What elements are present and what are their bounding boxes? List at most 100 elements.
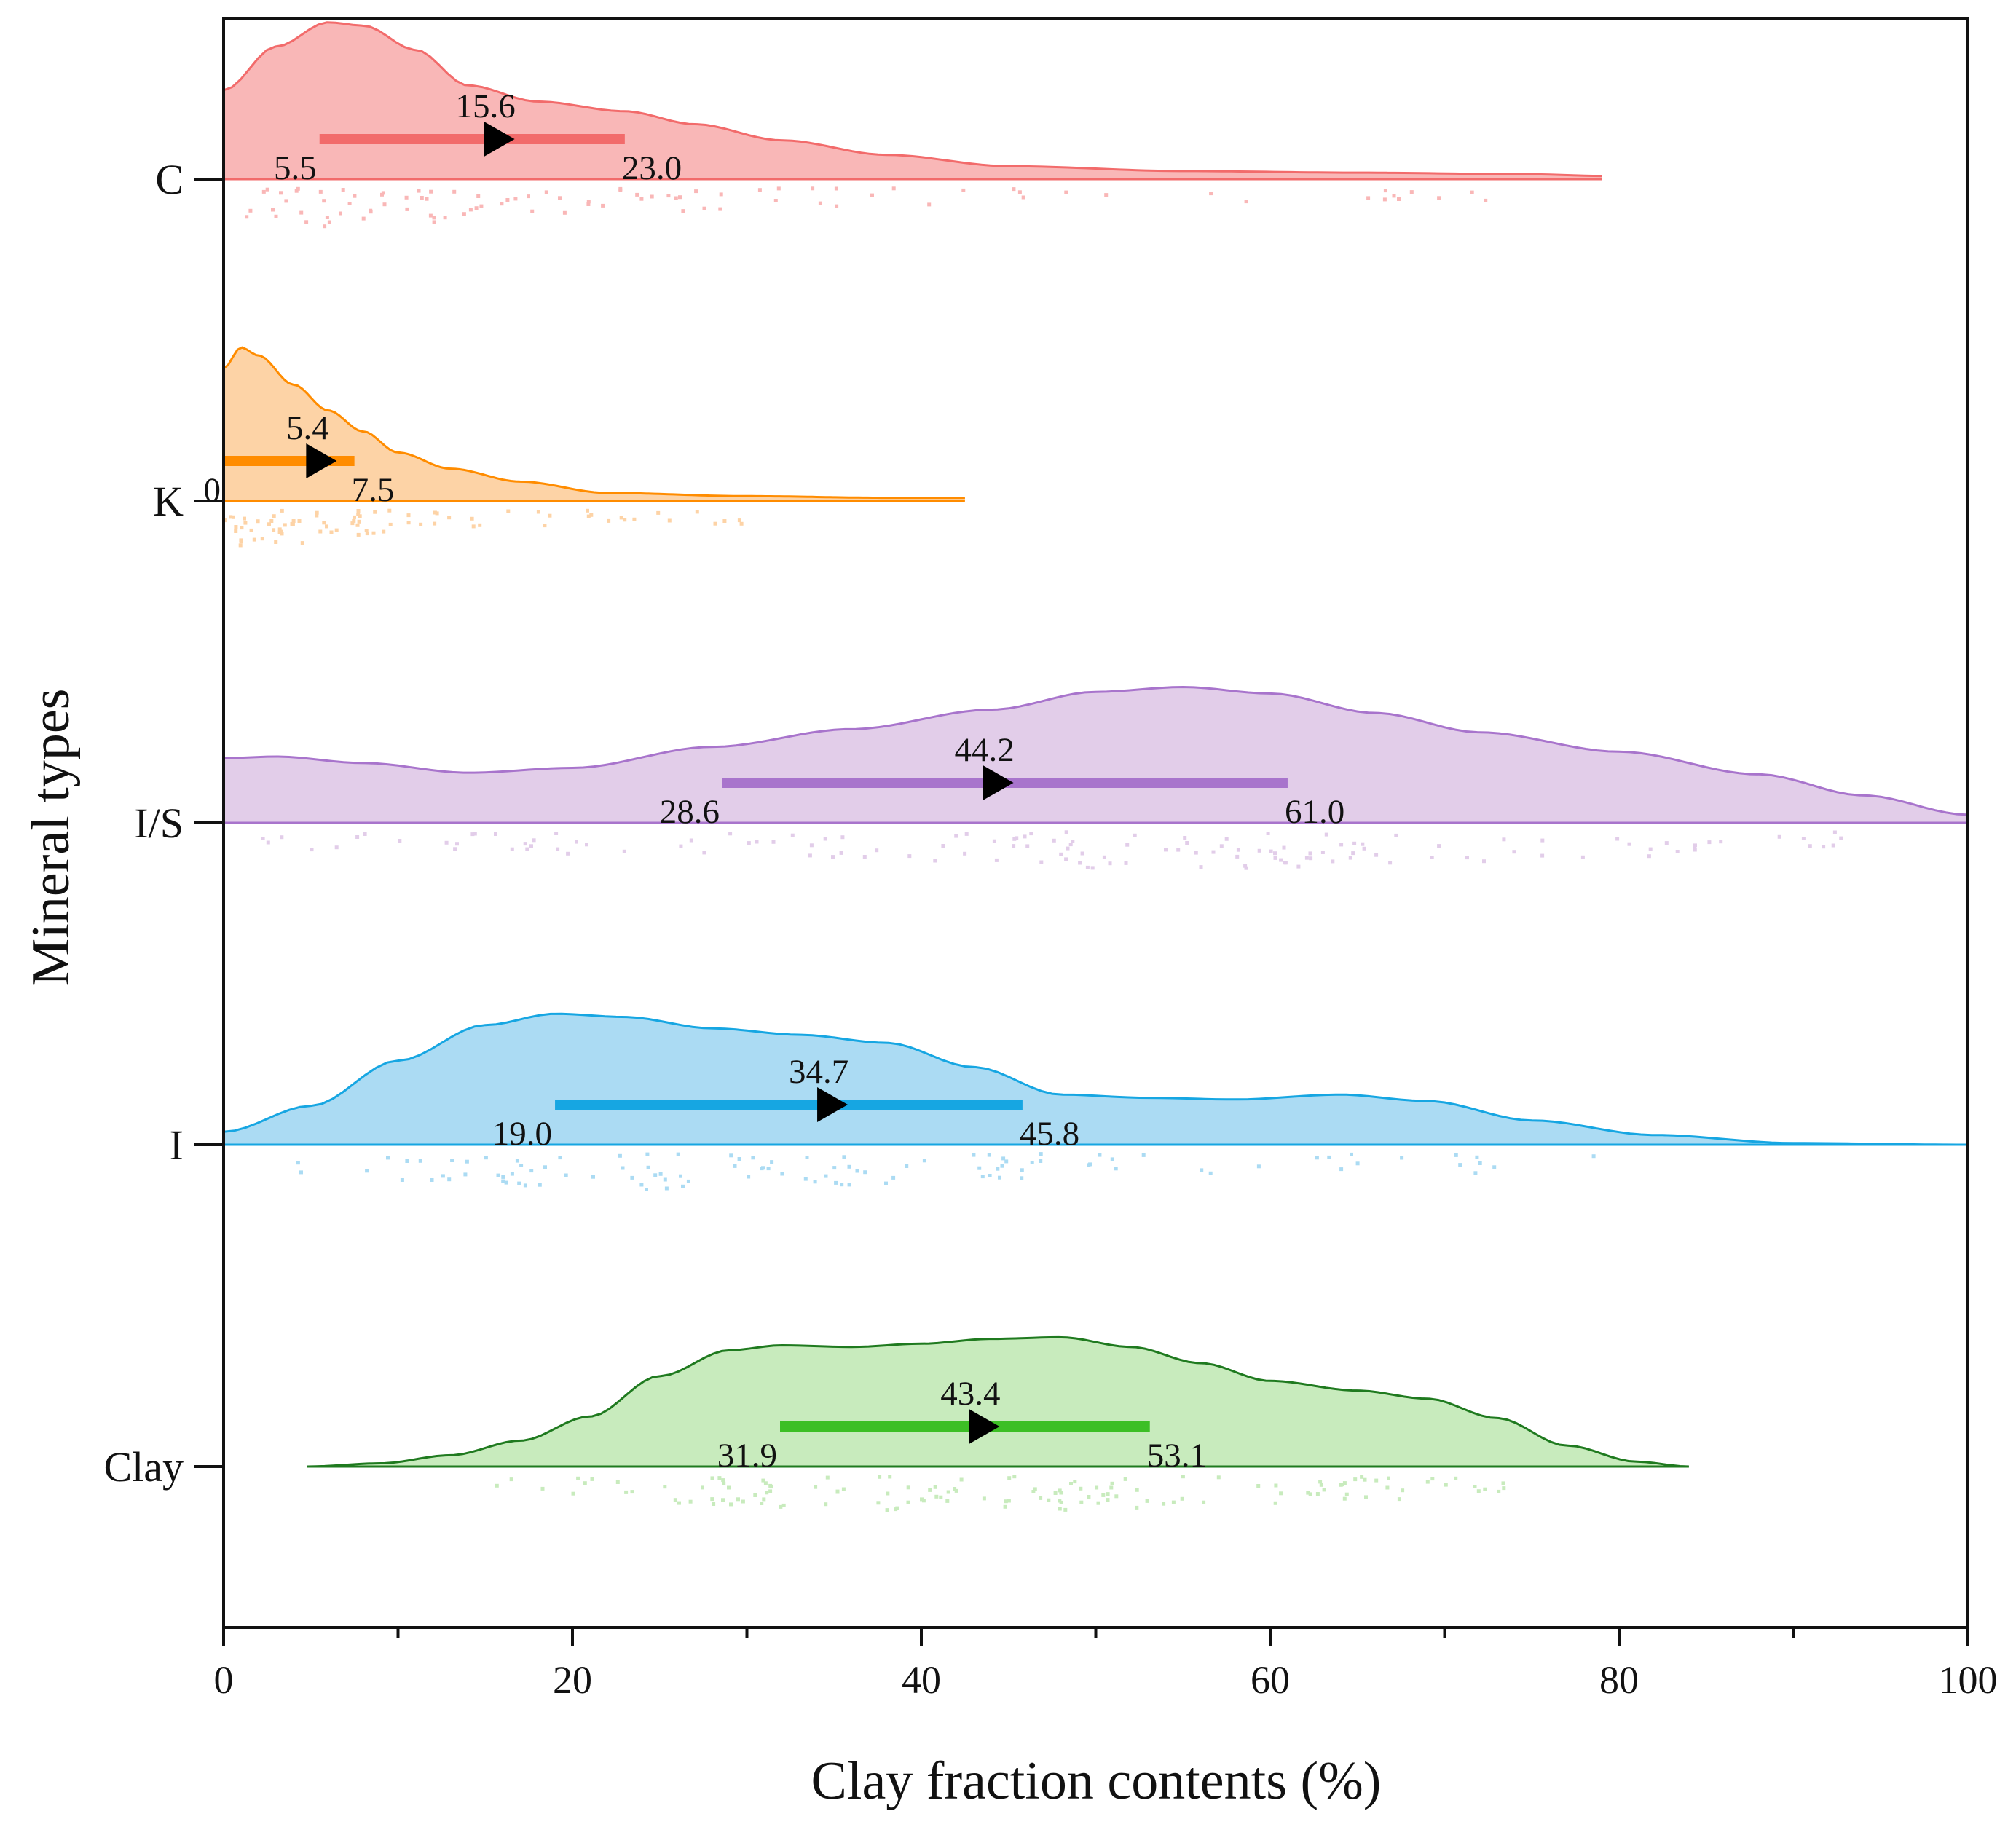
- rain-point-i: [1454, 1153, 1458, 1157]
- rain-point-c: [245, 215, 249, 219]
- rain-point-c: [1437, 196, 1441, 200]
- rain-point-i-s: [266, 840, 270, 845]
- rain-point-c: [1021, 195, 1025, 200]
- rain-point-i-s: [334, 845, 339, 850]
- rain-point-c: [1470, 190, 1474, 194]
- rain-point-c: [325, 216, 329, 219]
- rain-point-k: [249, 528, 253, 532]
- rain-point-clay: [1033, 1487, 1037, 1491]
- rain-point-k: [267, 522, 271, 526]
- rain-point-i: [645, 1152, 650, 1156]
- rain-point-i-s: [1071, 840, 1075, 843]
- rain-point-i-s: [1719, 840, 1723, 844]
- rain-point-i-s: [1540, 838, 1545, 843]
- rain-point-i: [1200, 1168, 1204, 1172]
- rain-point-i: [1020, 1168, 1024, 1172]
- rain-point-k: [695, 510, 699, 514]
- rain-point-c: [479, 204, 484, 208]
- rain-point-k: [406, 521, 411, 525]
- rain-point-i-s: [523, 842, 527, 846]
- rain-point-i-s: [529, 844, 533, 848]
- rain-point-clay: [1135, 1488, 1139, 1492]
- rain-point-c: [341, 188, 345, 192]
- rain-point-i: [591, 1175, 595, 1179]
- rain-point-clay: [1095, 1485, 1099, 1490]
- density-outline-k: [223, 346, 965, 500]
- rain-point-clay: [712, 1502, 716, 1506]
- rain-point-i-s: [1808, 844, 1812, 848]
- median-iqr-markers: 15.6 5.5 23.0 5.4 0 7.5 44.2 28.6 61.0 34.7 19.0 45…: [204, 87, 1345, 1475]
- rain-point-c: [380, 192, 384, 197]
- rain-point-i: [630, 1175, 634, 1180]
- rain-point-clay: [753, 1493, 757, 1497]
- rain-point-c: [265, 187, 269, 192]
- rain-point-clay: [1425, 1480, 1430, 1484]
- y-tick-label-c: C: [155, 156, 184, 203]
- rain-point-i-s: [585, 843, 588, 847]
- rain-point-clay: [1318, 1480, 1323, 1484]
- median-marker-c: [484, 122, 515, 157]
- rain-point-clay: [721, 1498, 725, 1502]
- rain-point-k: [353, 515, 356, 519]
- rain-point-clay: [1073, 1480, 1077, 1484]
- rain-point-c: [476, 194, 481, 198]
- axis-ticks: C K I/S I Clay 0 20 40 60 80 100: [103, 156, 1997, 1702]
- rain-point-k: [272, 514, 276, 518]
- density-outline-c: [223, 21, 1602, 178]
- rain-point-k: [272, 528, 276, 532]
- rain-point-i: [510, 1172, 514, 1176]
- rain-point-i-s: [280, 835, 284, 840]
- rain-point-i-s: [1282, 845, 1286, 850]
- rain-point-i: [884, 1181, 888, 1185]
- rain-point-i-s: [702, 851, 706, 855]
- rain-point-i: [365, 1169, 369, 1173]
- rain-point-clay: [876, 1501, 881, 1505]
- rain-point-k: [667, 518, 672, 523]
- rain-point-k: [607, 518, 611, 523]
- rain-point-i: [447, 1177, 452, 1182]
- q3-label-i: 45.8: [1020, 1115, 1079, 1153]
- rain-point-k: [447, 516, 452, 520]
- rain-point-i-s: [1012, 844, 1016, 848]
- rain-point-i-s: [1080, 851, 1084, 856]
- rain-point-i: [621, 1166, 625, 1170]
- rain-point-c: [1409, 190, 1414, 194]
- rain-point-i: [646, 1165, 650, 1169]
- rain-point-i-s: [755, 840, 759, 844]
- rain-point-clay: [765, 1491, 769, 1495]
- rain-point-clay: [1360, 1475, 1364, 1479]
- q1-label-i: 19.0: [492, 1115, 552, 1153]
- rain-point-i: [1400, 1156, 1404, 1160]
- rain-point-clay: [928, 1488, 932, 1492]
- rain-point-k: [334, 528, 339, 532]
- rain-point-i: [1001, 1156, 1006, 1161]
- q3-label-k: 7.5: [352, 471, 395, 509]
- rain-point-c: [1382, 197, 1387, 202]
- rain-point-i: [1087, 1163, 1091, 1167]
- rain-point-clay: [934, 1494, 939, 1499]
- rain-point-i: [645, 1188, 648, 1191]
- rain-point-c: [1484, 198, 1488, 202]
- rain-point-clay: [1171, 1500, 1176, 1504]
- rain-point-i-s: [1283, 861, 1287, 865]
- rain-point-i: [805, 1156, 809, 1159]
- rain-point-i: [988, 1174, 992, 1177]
- rain-point-k: [586, 508, 589, 513]
- rain-point-k: [586, 514, 591, 518]
- rain-point-clay: [1069, 1482, 1073, 1485]
- rain-point-clay: [906, 1500, 910, 1504]
- rain-point-i: [751, 1156, 755, 1160]
- rain-point-i-s: [1269, 849, 1273, 853]
- rain-point-c: [474, 206, 479, 210]
- rain-point-k: [269, 519, 274, 523]
- y-tick-label-i-s: I/S: [134, 800, 184, 847]
- rain-point-i-s: [1831, 843, 1835, 848]
- rain-point-k: [406, 513, 411, 518]
- rain-point-clay: [1315, 1492, 1320, 1496]
- rain-point-k: [713, 521, 717, 526]
- rain-point-c: [891, 186, 896, 191]
- rain-point-i: [780, 1172, 784, 1176]
- rain-point-clay: [677, 1501, 681, 1505]
- rain-point-c: [527, 194, 530, 199]
